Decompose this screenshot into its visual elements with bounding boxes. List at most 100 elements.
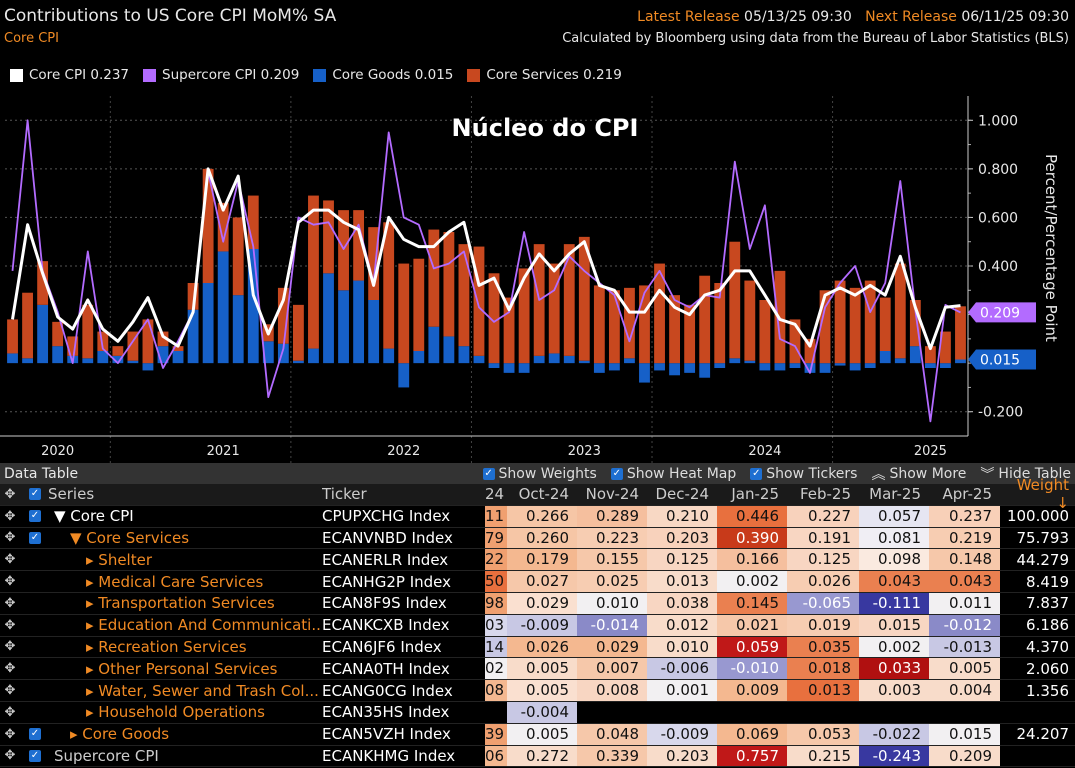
bar-core-services xyxy=(744,280,756,361)
heatmap-cell: -0.022 xyxy=(859,723,929,745)
move-icon[interactable]: ✥ xyxy=(4,508,16,524)
heatmap-cell: 0.757 xyxy=(717,745,787,767)
table-row[interactable]: ✥ ▸ Education And Communicati... ECANKCXB … xyxy=(0,614,1075,637)
table-row[interactable]: ✥ ▸ Medical Care Services ECANHG2P Index 50… xyxy=(0,571,1075,593)
show-heat-map-toggle[interactable]: ✓ Show Heat Map xyxy=(610,466,736,482)
bar-core-goods xyxy=(22,358,33,364)
col-header-month[interactable]: Dec-24 xyxy=(647,484,717,505)
y-tick-label: 0.400 xyxy=(978,259,1018,275)
bar-core-services xyxy=(202,168,214,283)
col-header-month[interactable]: Mar-25 xyxy=(859,484,929,505)
bar-core-goods xyxy=(593,363,605,373)
table-row[interactable]: ✥ ▸ Transportation Services ECAN8F9S Index… xyxy=(0,592,1075,615)
move-icon[interactable]: ✥ xyxy=(4,661,16,677)
series-name[interactable]: Supercore CPI xyxy=(54,746,159,765)
series-name[interactable]: ▼ Core Services xyxy=(70,528,190,547)
legend-item[interactable]: Supercore CPI 0.209 xyxy=(143,67,299,83)
show-tickers-toggle[interactable]: ✓ Show Tickers xyxy=(750,466,857,482)
col-header-month[interactable]: Feb-25 xyxy=(787,484,859,505)
legend-item[interactable]: Core Goods 0.015 xyxy=(313,67,453,83)
legend-item[interactable]: Core Services 0.219 xyxy=(467,67,622,83)
series-name[interactable]: ▸ Medical Care Services xyxy=(86,572,264,591)
move-icon[interactable]: ✥ xyxy=(4,574,16,590)
table-row[interactable]: ✥ ✓ ▼ Core CPI CPUPXCHG Index 11 0.266 0.289 0.… xyxy=(0,505,1075,528)
show-more-button[interactable]: ︽ Show More xyxy=(871,464,966,484)
col-header-month[interactable]: Apr-25 xyxy=(929,484,1000,505)
row-checkbox[interactable]: ✓ xyxy=(29,728,41,741)
bar-core-goods xyxy=(232,295,244,364)
bar-core-goods xyxy=(955,359,966,364)
heatmap-cell: 0.289 xyxy=(577,505,647,527)
bar-core-services xyxy=(157,331,169,347)
series-name[interactable]: ▸ Water, Sewer and Trash Col... xyxy=(86,681,319,700)
show-weights-toggle[interactable]: ✓ Show Weights xyxy=(482,466,597,482)
bar-core-services xyxy=(67,336,79,356)
row-checkbox[interactable]: ✓ xyxy=(29,510,41,523)
bar-core-services xyxy=(699,275,711,364)
series-name[interactable]: ▸ Core Goods xyxy=(70,725,170,744)
bar-core-goods xyxy=(654,363,665,371)
table-row[interactable]: ✥ ✓ Supercore CPI ECANKHMG Index 06 0.272 0.3… xyxy=(0,745,1075,768)
select-all-checkbox[interactable]: ✓ xyxy=(29,488,41,501)
heatmap-cell: 0.038 xyxy=(647,592,717,614)
col-header-month[interactable]: Jan-25 xyxy=(717,484,787,505)
series-name[interactable]: ▼ Core CPI xyxy=(54,507,134,526)
chevron-down-icon: ︾ xyxy=(980,466,995,483)
col-header-month[interactable]: 24 xyxy=(485,484,507,505)
col-header-series[interactable]: Series xyxy=(48,485,95,504)
heatmap-cell: 50 xyxy=(485,571,507,592)
col-header-month[interactable]: Nov-24 xyxy=(577,484,647,505)
table-row[interactable]: ✥ ✓ ▼ Core Services ECANVNBD Index 79 0.260 0.… xyxy=(0,527,1075,550)
move-icon[interactable]: ✥ xyxy=(4,552,16,568)
weight-value: 1.356 xyxy=(1026,681,1069,700)
move-icon[interactable]: ✥ xyxy=(4,748,16,764)
col-header-month[interactable]: Oct-24 xyxy=(507,484,577,505)
y-axis-label: Percent/Percentage Point xyxy=(1042,154,1060,342)
x-tick-label: 2022 xyxy=(387,444,420,459)
heatmap-cell: 0.001 xyxy=(647,680,717,701)
bar-core-services xyxy=(789,319,801,364)
bar-core-services xyxy=(187,283,199,310)
series-name[interactable]: ▸ Recreation Services xyxy=(86,637,247,656)
col-header-ticker[interactable]: Ticker xyxy=(322,485,367,504)
x-axis-band xyxy=(0,436,968,463)
bar-core-services xyxy=(518,268,530,364)
bar-core-goods xyxy=(262,341,274,364)
table-row[interactable]: ✥ ✓ ▸ Core Goods ECAN5VZH Index 39 0.005 0.048… xyxy=(0,723,1075,746)
series-name[interactable]: ▸ Household Operations xyxy=(86,703,265,722)
move-icon[interactable]: ✥ xyxy=(4,530,16,546)
row-checkbox[interactable]: ✓ xyxy=(29,749,41,762)
move-icon[interactable]: ✥ xyxy=(4,486,16,502)
heatmap-cell: 0.215 xyxy=(787,745,859,767)
series-name[interactable]: ▸ Shelter xyxy=(86,550,152,569)
heatmap-cell: 0.166 xyxy=(717,549,787,571)
move-icon[interactable]: ✥ xyxy=(4,617,16,633)
bar-core-goods xyxy=(729,358,741,364)
move-icon[interactable]: ✥ xyxy=(4,595,16,611)
move-icon[interactable]: ✥ xyxy=(4,726,16,742)
heatmap-cell xyxy=(577,701,647,723)
move-icon[interactable]: ✥ xyxy=(4,639,16,655)
ticker: ECANHG2P Index xyxy=(322,572,451,591)
table-row[interactable]: ✥ ▸ Recreation Services ECAN6JF6 Index 14 0.… xyxy=(0,636,1075,659)
table-row[interactable]: ✥ ▸ Household Operations ECAN35HS Index -0.… xyxy=(0,701,1075,724)
col-header-weight[interactable]: Weight ↓ xyxy=(1016,476,1069,513)
series-name[interactable]: ▸ Other Personal Services xyxy=(86,659,278,678)
table-row[interactable]: ✥ ▸ Water, Sewer and Trash Col... ECANG0CG… xyxy=(0,680,1075,702)
heatmap-cell: 0.339 xyxy=(577,745,647,767)
heatmap-cell: 0.098 xyxy=(859,549,929,571)
move-icon[interactable]: ✥ xyxy=(4,704,16,720)
series-name[interactable]: ▸ Transportation Services xyxy=(86,594,275,613)
bar-core-goods xyxy=(669,363,681,376)
bar-core-services xyxy=(729,241,741,359)
weight-value: 100.000 xyxy=(1006,507,1069,526)
table-row[interactable]: ✥ ▸ Shelter ECANERLR Index 22 0.179 0.155 0.12… xyxy=(0,549,1075,572)
heatmap-cell: 0.026 xyxy=(787,571,859,592)
move-icon[interactable]: ✥ xyxy=(4,683,16,699)
row-checkbox[interactable]: ✓ xyxy=(29,531,41,544)
legend-item[interactable]: Core CPI 0.237 xyxy=(10,67,129,83)
bar-core-goods xyxy=(308,348,319,364)
hide-table-button[interactable]: ︾ Hide Table xyxy=(980,464,1071,484)
table-row[interactable]: ✥ ▸ Other Personal Services ECANA0TH Index… xyxy=(0,658,1075,681)
series-name[interactable]: ▸ Education And Communicati... xyxy=(86,616,320,635)
